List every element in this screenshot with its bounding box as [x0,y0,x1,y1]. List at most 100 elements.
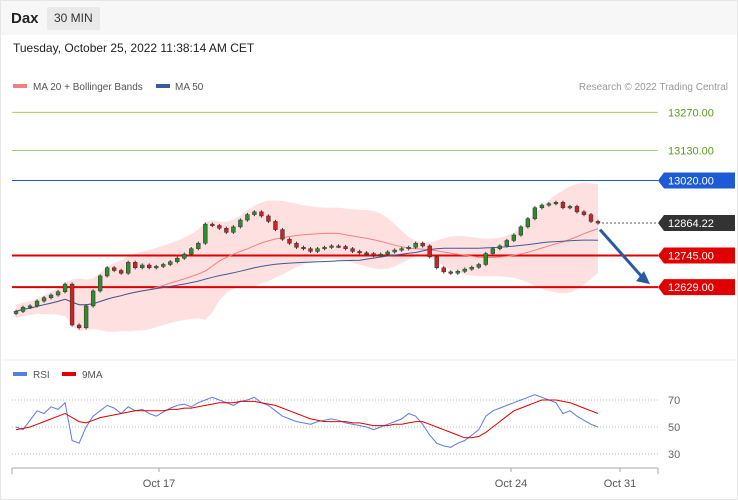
candle-body [581,211,587,215]
candle [399,247,404,252]
timestamp: Tuesday, October 25, 2022 11:38:14 AM CE… [13,41,255,55]
rsi-level-label: 50 [668,422,680,434]
candle [90,289,96,308]
candle-body [301,247,306,250]
candle-body [392,249,397,253]
candle-body [111,267,117,271]
level-label-12745.00: 12745.00 [668,250,714,262]
candle-body [224,227,229,233]
candle-body [273,221,278,230]
candle-body [97,275,103,292]
candle [462,267,467,273]
candle-body [210,223,215,226]
candle [364,251,369,256]
level-label-13130.00: 13130.00 [668,146,714,158]
candle-body [175,257,180,263]
candle-body [399,248,404,251]
candle-body [203,223,208,244]
candle [287,237,292,245]
candle-body [13,311,19,314]
candle [20,305,26,314]
candle [385,250,390,256]
candle-body [189,248,194,255]
candle [140,263,145,270]
candle [147,263,152,270]
candle-body [168,261,173,265]
candle-body [434,256,439,269]
candle [133,260,138,270]
candle-body [483,253,488,265]
rsi-level-label: 70 [668,395,680,407]
candle [76,323,82,330]
candle [441,266,446,274]
candle [245,212,250,222]
candle-body [20,307,26,312]
level-tag-12864.22 [658,214,735,231]
candle [69,282,75,327]
candle [504,238,510,248]
candle-body [385,251,390,255]
candle [161,262,166,269]
candle [294,241,299,249]
candle [392,248,397,254]
level-label-13270.00: 13270.00 [668,107,714,119]
candle [175,256,180,264]
candle [525,217,531,229]
candle-body [413,242,418,248]
ma20-legend-swatch [13,84,27,88]
candle-body [90,290,96,307]
candle-body [378,253,383,256]
timeframe-badge[interactable]: 30 MIN [47,7,100,30]
candle [196,241,201,251]
candle [182,252,187,260]
level-tag-12629.00 [658,279,735,296]
candle-body [119,270,124,274]
candle-body [252,211,257,215]
candle-body [217,225,222,229]
candle-body [420,242,425,247]
candle-body [196,242,201,249]
candle [427,244,432,259]
chart-header: Dax 30 MIN [1,1,737,35]
candle [490,247,495,256]
candle-body [62,283,68,292]
candle-body [441,267,446,273]
candle [378,252,383,258]
rsi-ma-legend-swatch [62,372,76,376]
candle [210,222,215,228]
candle [48,293,54,300]
candle [266,214,271,224]
candle-body [154,266,159,269]
candle [13,309,19,316]
candle [83,304,89,330]
candle [469,265,474,271]
candle [231,225,236,234]
candle-body [357,251,362,254]
candle [280,227,285,241]
rsi-legend-swatch [13,372,27,376]
candle-body [588,214,594,222]
candle-body [126,262,131,274]
candle-body [406,247,411,250]
candle-body [532,207,538,219]
candle-body [140,264,145,269]
candle [497,244,503,251]
candle-body [553,202,559,205]
candle-body [560,202,566,209]
candle [119,268,124,275]
candle [315,247,320,254]
candle [308,247,313,254]
candle [126,260,131,275]
candle-body [315,248,320,252]
candle-body [182,253,187,259]
candle-body [518,226,524,236]
ma20-legend-label: MA 20 + Bollinger Bands [33,82,143,93]
candle [322,245,327,251]
candle [413,241,418,249]
candle [343,244,348,251]
candle-body [469,266,474,270]
candle-body [448,271,453,274]
level-label-13020.00: 13020.00 [668,176,714,188]
candle [553,200,559,206]
